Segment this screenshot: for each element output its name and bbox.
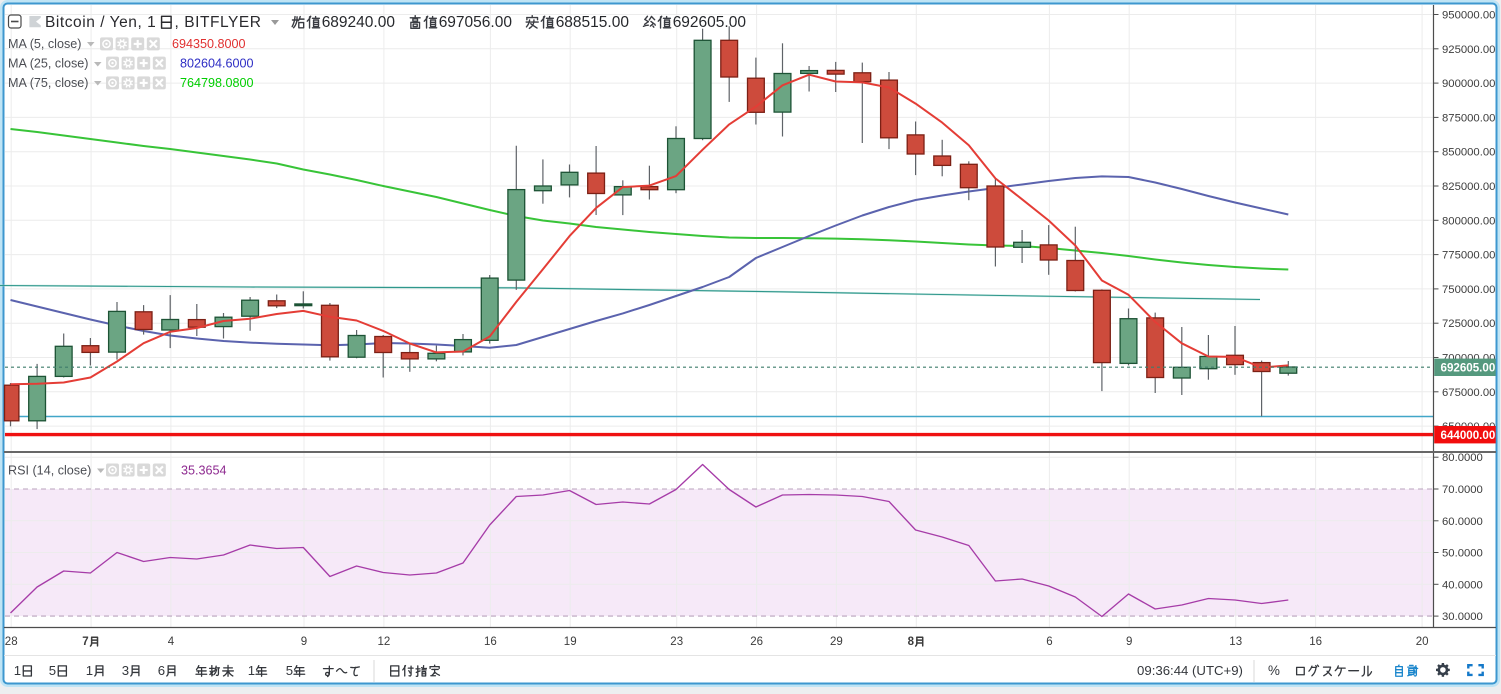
svg-text:9: 9 [1126, 636, 1132, 648]
svg-text:8: 8 [908, 636, 915, 648]
svg-text:16: 16 [484, 636, 497, 648]
svg-text:80.0000: 80.0000 [1442, 452, 1483, 464]
svg-text:5: 5 [286, 663, 293, 678]
svg-text:689240.00: 689240.00 [322, 14, 396, 31]
svg-text:6: 6 [1046, 636, 1052, 648]
svg-text:23: 23 [670, 636, 683, 648]
svg-text:MA (5, close): MA (5, close) [8, 37, 81, 51]
svg-text:688515.00: 688515.00 [556, 14, 630, 31]
svg-text:1: 1 [248, 663, 255, 678]
svg-text:28: 28 [5, 636, 18, 648]
svg-text:40.0000: 40.0000 [1442, 579, 1483, 591]
svg-text:12: 12 [378, 636, 391, 648]
svg-text:MA (75, close): MA (75, close) [8, 76, 89, 90]
svg-text:950000.00: 950000.00 [1442, 10, 1495, 22]
svg-text:764798.0800: 764798.0800 [180, 76, 254, 90]
svg-text:3: 3 [122, 663, 129, 678]
svg-text:825000.00: 825000.00 [1442, 181, 1495, 193]
svg-text:1: 1 [14, 663, 21, 678]
svg-text:925000.00: 925000.00 [1442, 44, 1495, 56]
svg-text:802604.6000: 802604.6000 [180, 56, 254, 70]
svg-text:644000.00: 644000.00 [1441, 429, 1496, 442]
svg-text:19: 19 [564, 636, 577, 648]
svg-text:800000.00: 800000.00 [1442, 215, 1495, 227]
svg-text:697056.00: 697056.00 [439, 14, 513, 31]
svg-text:%: % [1268, 663, 1280, 678]
svg-text:900000.00: 900000.00 [1442, 78, 1495, 90]
svg-text:750000.00: 750000.00 [1442, 284, 1495, 296]
svg-text:13: 13 [1229, 636, 1242, 648]
svg-text:6: 6 [158, 663, 165, 678]
svg-text:9: 9 [301, 636, 307, 648]
svg-text:26: 26 [750, 636, 763, 648]
svg-text:20: 20 [1416, 636, 1429, 648]
svg-text:30.0000: 30.0000 [1442, 611, 1483, 623]
svg-text:675000.00: 675000.00 [1442, 387, 1495, 399]
svg-text:694350.8000: 694350.8000 [172, 37, 246, 51]
svg-text:692605.00: 692605.00 [673, 14, 747, 31]
svg-text:50.0000: 50.0000 [1442, 548, 1483, 560]
svg-text:09:36:44 (UTC+9): 09:36:44 (UTC+9) [1137, 663, 1243, 678]
svg-text:MA (25, close): MA (25, close) [8, 56, 89, 70]
svg-text:5: 5 [49, 663, 56, 678]
svg-text:4: 4 [168, 636, 175, 648]
svg-text:35.3654: 35.3654 [181, 463, 227, 477]
svg-text:70.0000: 70.0000 [1442, 484, 1483, 496]
svg-text:775000.00: 775000.00 [1442, 250, 1495, 262]
svg-text:875000.00: 875000.00 [1442, 112, 1495, 124]
svg-text:725000.00: 725000.00 [1442, 318, 1495, 330]
svg-text:29: 29 [830, 636, 843, 648]
svg-text:692605.00: 692605.00 [1441, 362, 1496, 375]
svg-text:, BITFLYER: , BITFLYER [175, 14, 262, 31]
svg-text:1: 1 [86, 663, 93, 678]
svg-text:16: 16 [1309, 636, 1322, 648]
svg-text:7: 7 [82, 636, 88, 648]
svg-text:60.0000: 60.0000 [1442, 516, 1483, 528]
svg-text:850000.00: 850000.00 [1442, 147, 1495, 159]
svg-text:Bitcoin / Yen, 1: Bitcoin / Yen, 1 [45, 14, 156, 31]
svg-text:RSI (14, close): RSI (14, close) [8, 463, 91, 477]
